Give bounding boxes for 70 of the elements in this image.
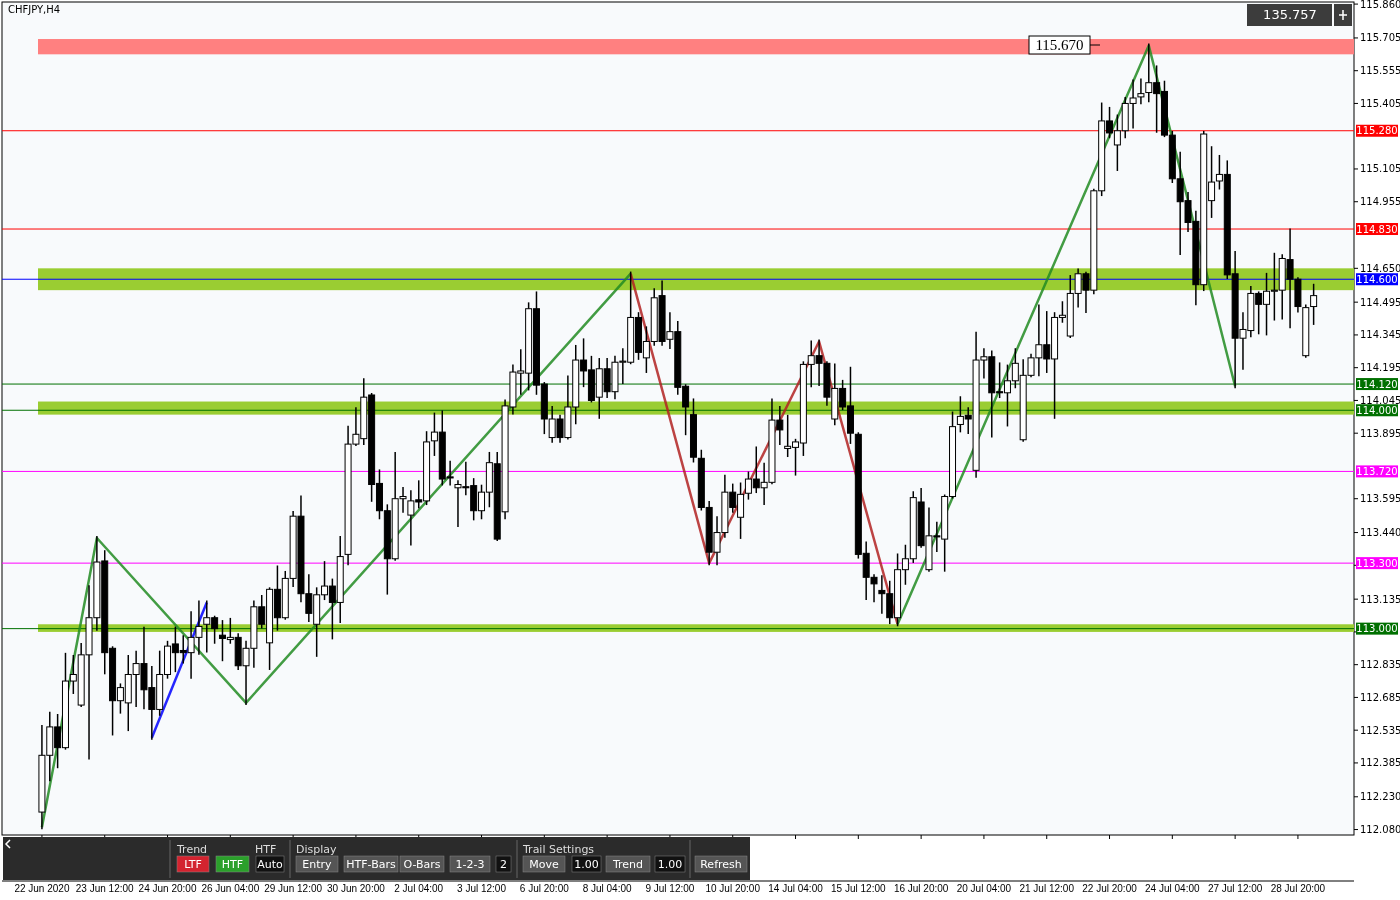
ref-line-label: 113.300 bbox=[1356, 557, 1398, 569]
y-tick-label: 112.385 bbox=[1360, 757, 1400, 769]
text: Auto bbox=[257, 858, 284, 871]
x-tick-label: 16 Jul 20:00 bbox=[893, 883, 949, 894]
y-tick-label: 115.405 bbox=[1360, 97, 1400, 109]
y-tick-label: 113.135 bbox=[1360, 593, 1400, 605]
y-tick-label: 115.105 bbox=[1360, 163, 1400, 175]
ref-line-label: 114.600 bbox=[1356, 273, 1398, 285]
y-tick-label: 112.685 bbox=[1360, 691, 1400, 703]
y-tick-label: 112.535 bbox=[1360, 724, 1400, 736]
x-tick-label: 9 Jul 12:00 bbox=[645, 883, 695, 894]
text: HTF bbox=[221, 858, 244, 871]
x-tick-label: 24 Jul 04:00 bbox=[1145, 883, 1200, 894]
y-tick-label: 112.230 bbox=[1360, 791, 1400, 803]
x-tick-label: 20 Jul 04:00 bbox=[956, 883, 1012, 894]
text: 1-2-3 bbox=[455, 858, 485, 871]
x-tick-label: 10 Jul 20:00 bbox=[705, 883, 761, 894]
ref-line-label: 114.830 bbox=[1356, 223, 1398, 235]
y-tick-label: 115.860 bbox=[1360, 0, 1400, 10]
text: 2 bbox=[500, 858, 507, 871]
x-tick-label: 2 Jul 04:00 bbox=[394, 883, 444, 894]
x-tick-label: 27 Jul 12:00 bbox=[1207, 883, 1263, 894]
x-tick-label: 24 Jun 20:00 bbox=[138, 883, 197, 894]
x-tick-label: 15 Jul 12:00 bbox=[831, 883, 886, 894]
y-tick-label: 114.495 bbox=[1360, 296, 1400, 308]
text: LTF bbox=[184, 858, 202, 871]
text: 1.00 bbox=[574, 858, 599, 871]
y-tick-label: 114.045 bbox=[1360, 394, 1400, 406]
text: Display bbox=[296, 843, 338, 856]
y-tick-label: 114.650 bbox=[1360, 262, 1400, 274]
y-tick-label: 114.195 bbox=[1360, 362, 1400, 374]
text: Trail Settings bbox=[522, 843, 595, 856]
x-tick-label: 26 Jun 04:00 bbox=[201, 883, 260, 894]
x-tick-label: 21 Jul 12:00 bbox=[1019, 883, 1075, 894]
y-tick-label: 112.835 bbox=[1360, 659, 1400, 671]
text: Entry bbox=[302, 858, 333, 871]
text: O-Bars bbox=[403, 858, 441, 871]
x-tick-label: 3 Jul 12:00 bbox=[457, 883, 507, 894]
text: Refresh bbox=[700, 858, 742, 871]
x-tick-label: 28 Jul 20:00 bbox=[1270, 883, 1326, 894]
ref-line-label: 114.120 bbox=[1356, 378, 1398, 390]
ref-line-label: 114.000 bbox=[1356, 404, 1398, 416]
x-tick-label: 22 Jul 20:00 bbox=[1082, 883, 1138, 894]
text: Move bbox=[529, 858, 559, 871]
x-tick-label: 30 Jun 20:00 bbox=[327, 883, 386, 894]
text: HTF-Bars bbox=[346, 858, 396, 871]
x-tick-label: 29 Jun 12:00 bbox=[264, 883, 323, 894]
chart-title: CHFJPY,H4 bbox=[8, 4, 61, 15]
y-tick-label: 114.955 bbox=[1360, 196, 1400, 208]
x-tick-label: 22 Jun 2020 bbox=[14, 883, 70, 894]
ref-line-label: 113.720 bbox=[1356, 465, 1398, 477]
text: 1.00 bbox=[657, 858, 683, 871]
ref-line-label: 113.000 bbox=[1356, 623, 1398, 635]
ref-line-label: 115.280 bbox=[1356, 125, 1398, 137]
text: HTF bbox=[255, 843, 277, 856]
y-tick-label: 114.345 bbox=[1360, 329, 1400, 341]
annotation: 135.757 bbox=[1263, 7, 1317, 22]
x-tick-label: 8 Jul 04:00 bbox=[582, 883, 633, 894]
y-tick-label: 112.080 bbox=[1360, 824, 1400, 836]
y-tick-label: 113.895 bbox=[1360, 427, 1400, 439]
y-tick-label: 113.595 bbox=[1360, 493, 1400, 505]
x-tick-label: 6 Jul 20:00 bbox=[519, 883, 570, 894]
x-tick-label: 23 Jun 12:00 bbox=[75, 883, 135, 894]
y-tick-label: 113.440 bbox=[1360, 527, 1400, 539]
y-tick-label: 115.555 bbox=[1360, 65, 1400, 77]
text: Trend bbox=[176, 843, 208, 856]
text: Trend bbox=[611, 858, 644, 871]
annotation: 115.670 bbox=[1035, 37, 1084, 53]
x-tick-label: 14 Jul 04:00 bbox=[768, 883, 824, 894]
y-tick-label: 115.705 bbox=[1360, 32, 1400, 44]
